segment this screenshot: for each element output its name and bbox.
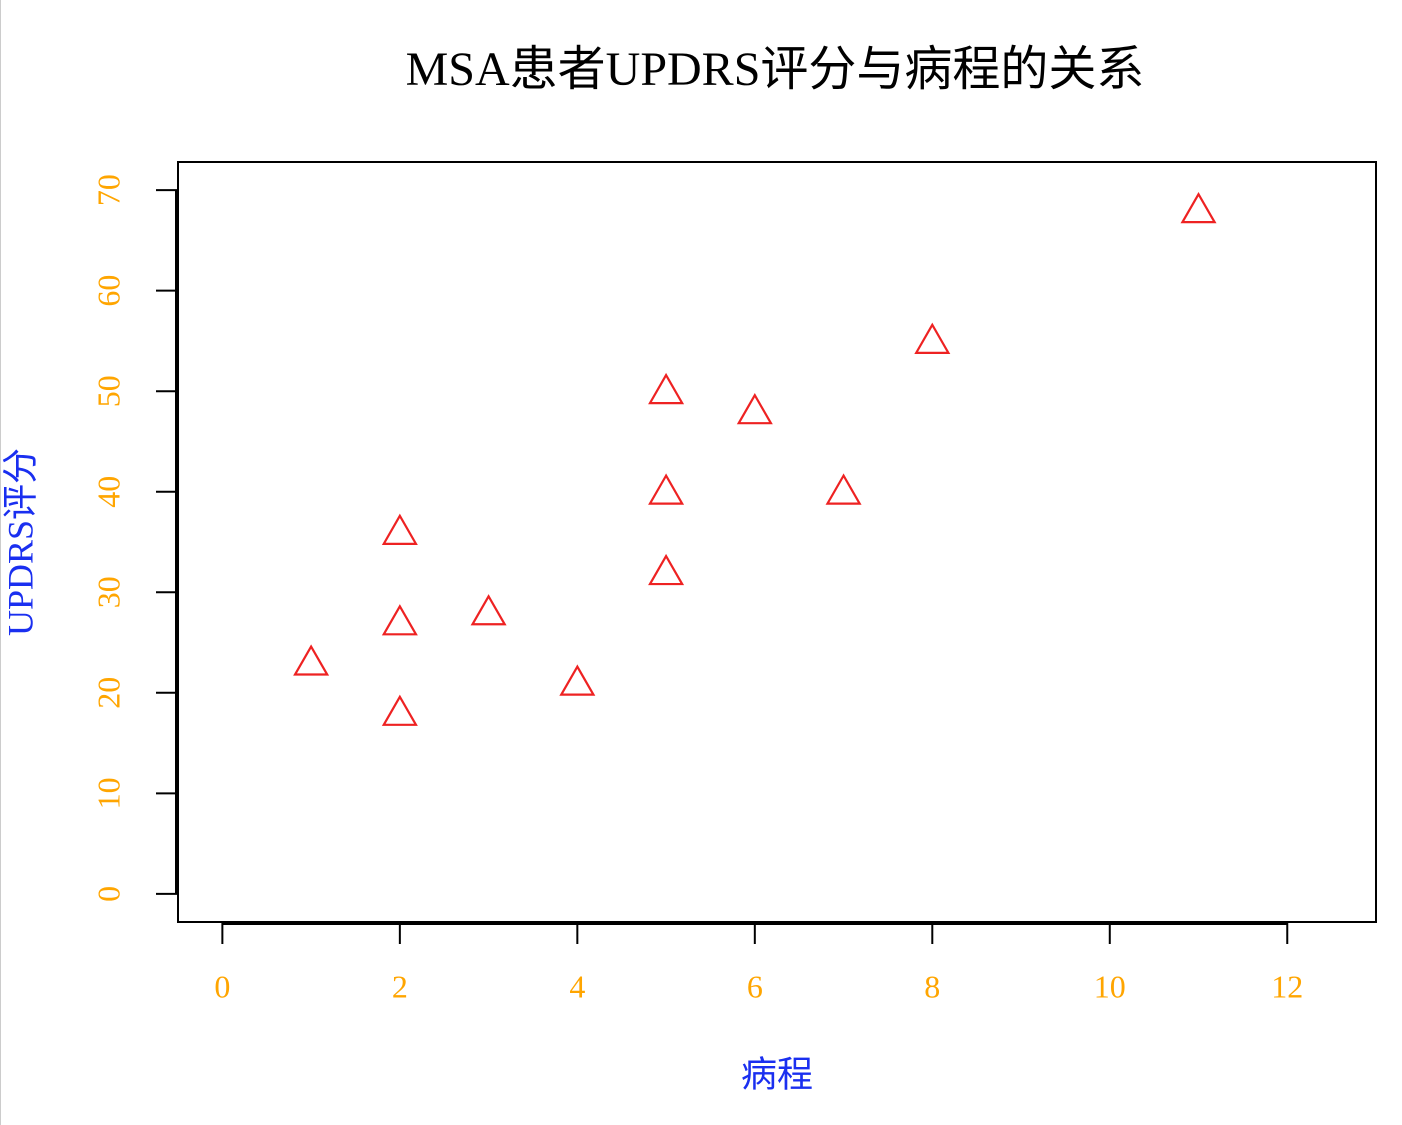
point bbox=[381, 513, 418, 545]
y-axis-label: UPDRS评分 bbox=[0, 448, 40, 636]
point bbox=[559, 664, 596, 696]
y-tick-label: 20 bbox=[90, 677, 126, 709]
point bbox=[381, 694, 418, 726]
point bbox=[293, 644, 330, 676]
x-axis-label: 病程 bbox=[741, 1054, 813, 1094]
y-tick-label: 40 bbox=[90, 476, 126, 508]
y-tick-label: 30 bbox=[90, 576, 126, 608]
point bbox=[914, 322, 951, 354]
x-tick-label: 10 bbox=[1094, 968, 1126, 1004]
point bbox=[648, 372, 685, 405]
point bbox=[470, 594, 507, 626]
x-tick-label: 6 bbox=[747, 968, 763, 1004]
x-tick-label: 2 bbox=[392, 968, 408, 1004]
point bbox=[648, 473, 685, 505]
y-tick-label: 60 bbox=[90, 275, 126, 307]
x-tick-label: 0 bbox=[214, 968, 230, 1004]
point bbox=[825, 473, 862, 505]
point bbox=[381, 604, 418, 636]
x-tick-label: 12 bbox=[1271, 968, 1303, 1004]
x-tick-label: 8 bbox=[924, 968, 940, 1004]
y-tick-label: 0 bbox=[90, 886, 126, 902]
point bbox=[648, 553, 685, 586]
plot-box bbox=[177, 161, 1377, 923]
chart-title: MSA患者UPDRS评分与病程的关系 bbox=[406, 43, 1145, 96]
y-tick-label: 50 bbox=[90, 375, 126, 407]
x-tick-label: 4 bbox=[569, 968, 585, 1004]
point bbox=[736, 393, 773, 425]
y-tick-label: 70 bbox=[90, 174, 126, 206]
y-tick-label: 10 bbox=[90, 777, 126, 809]
point bbox=[1180, 191, 1217, 224]
